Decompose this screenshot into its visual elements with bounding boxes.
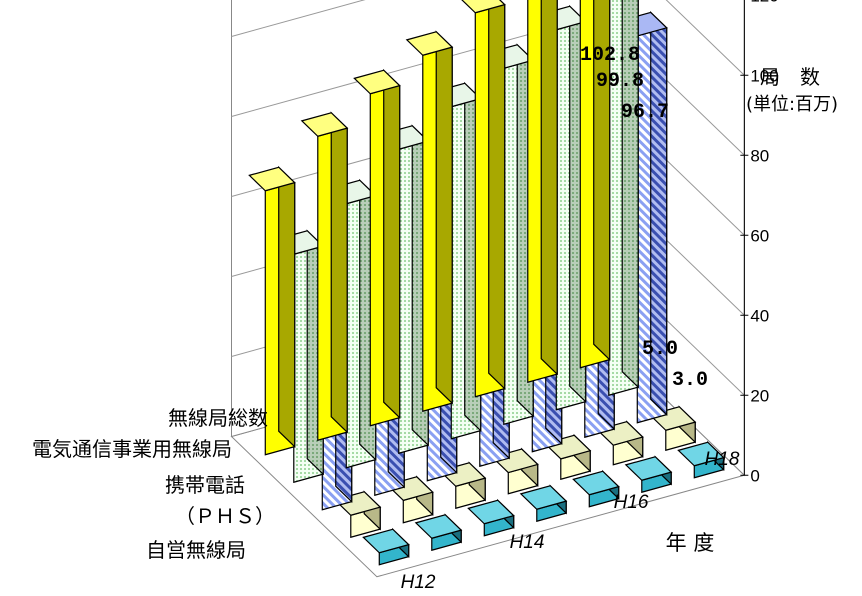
data-label-telecom: 99.8 xyxy=(596,70,644,93)
bar-4-3 xyxy=(519,484,568,523)
bar-4-4 xyxy=(572,469,620,508)
y-tick-label: 80 xyxy=(750,146,769,165)
legend-label-0: 無線局総数 xyxy=(168,406,268,430)
bar-0-0 xyxy=(248,165,296,456)
bar-2-6 xyxy=(620,11,668,424)
bar-0-2 xyxy=(353,68,401,427)
bar-0-3 xyxy=(405,30,454,413)
bar-4-6 xyxy=(677,440,725,479)
legend-label-1: 電気通信事業用無線局 xyxy=(32,437,232,461)
data-label-total: 102.8 xyxy=(580,44,640,67)
data-label-mobile: 96.7 xyxy=(621,101,669,124)
bar-0-4 xyxy=(461,0,506,398)
x-tick-label-H12: H12 xyxy=(401,572,436,593)
x-tick-label-H16: H16 xyxy=(614,492,649,513)
bar-0-6 xyxy=(579,0,611,369)
unit-label-line2: (単位:百万) xyxy=(746,94,838,115)
bar-3-5 xyxy=(596,420,644,466)
bar-0-1 xyxy=(300,111,349,442)
bars-group xyxy=(248,0,725,566)
bar-3-1 xyxy=(386,475,434,524)
y-tick-label: 20 xyxy=(750,386,769,405)
bar-1-6 xyxy=(608,0,639,397)
y-tick-label: 40 xyxy=(750,306,769,325)
legend-label-2: 携帯電話 xyxy=(165,473,245,497)
data-label-phs: 5.0 xyxy=(642,338,678,361)
bar-3-3 xyxy=(491,447,539,495)
y-tick-label: 60 xyxy=(750,226,769,245)
y-tick-label: 120 xyxy=(750,0,778,5)
legend-label-3: （ＰＨＳ） xyxy=(175,504,275,528)
bar-4-5 xyxy=(624,455,673,494)
bar-3-2 xyxy=(438,461,487,510)
x-axis-label: 年 度 xyxy=(666,531,715,555)
gridline xyxy=(231,0,745,76)
bar-0-5 xyxy=(527,0,558,384)
legend-label-4: 自営無線局 xyxy=(146,538,246,562)
y-tick-label: 100 xyxy=(750,66,778,85)
y-tick-label: 0 xyxy=(750,466,759,485)
data-label-private: 3.0 xyxy=(672,369,708,392)
x-tick-label-H14: H14 xyxy=(510,532,545,553)
x-tick-label-H18: H18 xyxy=(705,449,740,470)
bar-4-1 xyxy=(414,513,463,552)
unit-label-line1: 局 数 xyxy=(760,65,820,89)
bar-4-0 xyxy=(362,527,410,566)
bar-4-2 xyxy=(467,498,515,537)
